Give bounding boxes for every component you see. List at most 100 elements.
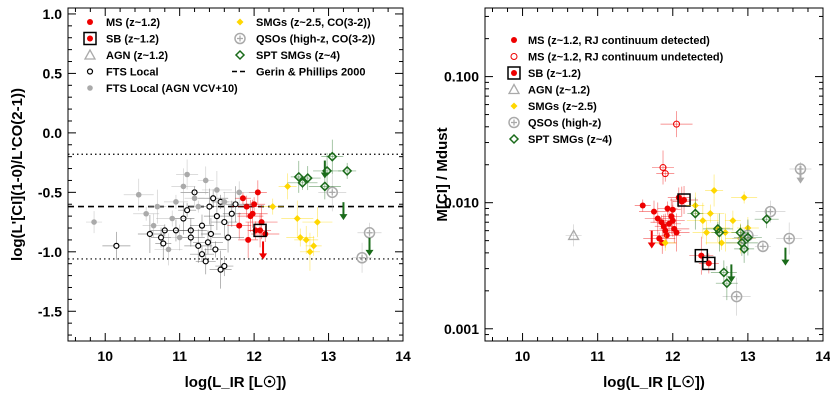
x-tick-label: 11: [590, 348, 605, 364]
data-point: [710, 186, 718, 194]
legend-label: MS (z~1.2, RJ continuum undetected): [528, 52, 724, 64]
x-tick-label: 12: [246, 348, 262, 364]
data-point: [739, 243, 750, 254]
legend-label: SPT SMGs (z~4): [256, 50, 340, 62]
legend-label: SB (z~1.2): [106, 34, 159, 46]
legend-label: Gerin & Phillips 2000: [256, 67, 365, 79]
x-tick-label: 14: [815, 348, 830, 364]
legend-label: MS (z~1.2, RJ continuum detected): [528, 35, 710, 47]
legend-marker: [87, 19, 93, 25]
right-legend: MS (z~1.2, RJ continuum detected) MS (z~1…: [507, 35, 724, 146]
legend-label: QSOs (high-z): [528, 118, 602, 130]
legend-label: FTS Local: [106, 67, 159, 79]
data-point: [656, 235, 663, 242]
x-tick-label: 13: [321, 348, 337, 364]
upper-limit-arrow: [339, 202, 348, 221]
data-point: [654, 215, 661, 222]
y-tick-label: 0.100: [444, 69, 479, 85]
legend-marker: [83, 31, 97, 46]
y-tick-label: 1.0: [43, 6, 63, 22]
legend-marker: [510, 102, 518, 110]
data-point: [677, 193, 691, 207]
x-tick-label: 13: [740, 348, 756, 364]
legend-marker: [234, 49, 246, 61]
legend-marker: [507, 83, 521, 95]
upper-limit-arrow: [259, 241, 268, 260]
y-tick-label: 0.010: [444, 195, 479, 211]
right-plot-frame: [484, 7, 824, 342]
y-axis-title: log(L'[CI](1-0)/L'CO(2-1)): [9, 88, 26, 261]
legend-marker: [508, 133, 520, 145]
data-point: [249, 210, 256, 217]
data-point: [150, 222, 157, 229]
x-tick-label: 14: [395, 348, 411, 364]
data-point: [302, 236, 310, 244]
legend-marker: [510, 53, 518, 60]
data-point: [714, 227, 725, 238]
data-point: [206, 203, 213, 210]
data-point: [673, 120, 681, 128]
legend-marker: [236, 18, 244, 26]
data-point: [195, 203, 202, 210]
upper-limit-arrow: [727, 264, 736, 283]
data-point: [198, 222, 206, 229]
data-point: [706, 210, 714, 218]
legend-marker: [234, 32, 246, 45]
data-point: [243, 203, 250, 210]
data-point: [669, 217, 676, 224]
data-point: [180, 183, 187, 190]
data-point: [730, 290, 743, 303]
data-point: [213, 213, 220, 220]
data-point: [702, 256, 716, 271]
data-point: [195, 242, 202, 249]
data-point: [221, 218, 228, 226]
right-panel: MS (z~1.2, RJ continuum detected) MS (z~1…: [434, 7, 830, 391]
legend-label: SMGs (z~2.5): [528, 101, 597, 113]
data-point: [342, 165, 353, 176]
legend-marker: [511, 37, 517, 43]
data-point: [306, 248, 314, 256]
data-point: [735, 227, 746, 238]
data-point: [212, 246, 219, 253]
legend-label: AGN (z~1.2): [528, 85, 590, 97]
x-axis-title: log(L_IR [L☉]): [603, 374, 705, 391]
data-point: [253, 223, 267, 238]
data-point: [742, 232, 753, 243]
data-point: [135, 191, 142, 198]
data-point: [202, 177, 209, 184]
y-tick-label: -1.5: [38, 303, 62, 319]
x-axis-title: log(L_IR [L☉]): [185, 374, 287, 391]
y-tick-label: 0.001: [444, 321, 479, 337]
data-point: [356, 252, 368, 264]
upper-limit-arrow: [365, 237, 374, 256]
data-point: [293, 171, 304, 182]
x-tick-label: 12: [665, 348, 681, 364]
data-point: [783, 232, 795, 245]
data-point: [673, 229, 680, 236]
y-tick-label: 0.0: [43, 125, 63, 141]
y-tick-label: -1.0: [38, 244, 62, 260]
legend-label: AGN (z~1.2): [106, 50, 168, 62]
data-point: [664, 205, 671, 212]
y-axis-title: M[CI] / Mdust: [434, 127, 451, 221]
data-point: [310, 242, 318, 250]
data-point: [221, 199, 228, 205]
upper-limit-arrow: [796, 165, 805, 184]
data-point: [143, 210, 149, 217]
legend-label: SB (z~1.2): [528, 68, 581, 80]
data-point: [221, 262, 228, 270]
x-tick-label: 10: [97, 348, 113, 364]
data-point: [319, 181, 330, 192]
data-point: [651, 208, 657, 215]
data-point: [113, 242, 120, 249]
upper-limit-arrow: [320, 160, 329, 179]
data-point: [302, 173, 313, 184]
data-point: [176, 234, 183, 241]
data-point: [757, 240, 769, 253]
legend-label: QSOs (high-z, CO(3-2)): [256, 34, 376, 46]
data-point: [661, 239, 669, 247]
data-point: [198, 251, 206, 258]
data-point: [661, 170, 669, 178]
data-point: [639, 202, 646, 209]
data-point: [251, 201, 258, 208]
